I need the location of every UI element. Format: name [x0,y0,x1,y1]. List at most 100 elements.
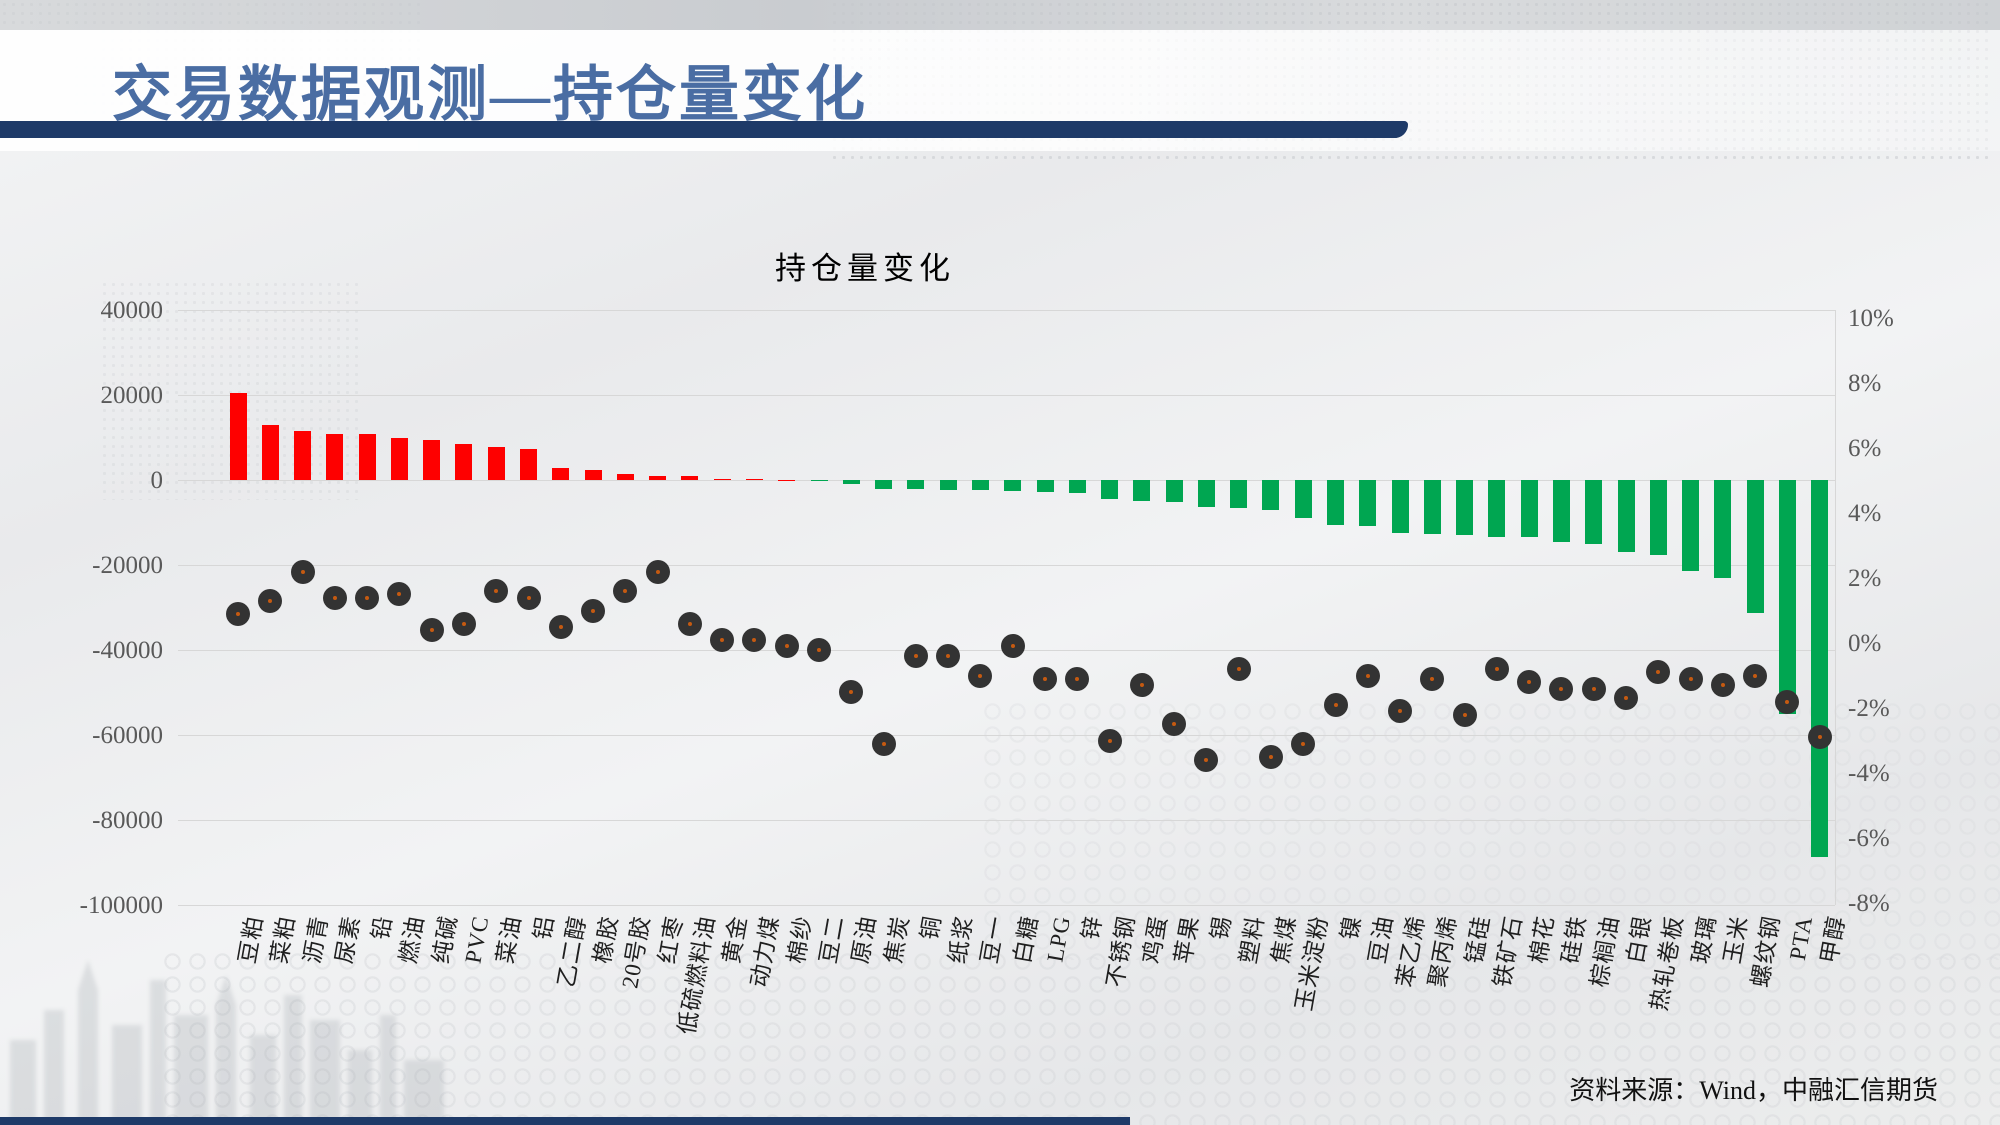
scatter-dot-螺纹钢 [1743,663,1768,688]
scatter-dot-乙二醇 [548,614,573,639]
bar-鸡蛋 [1133,480,1151,501]
bar-铁矿石 [1488,480,1506,538]
scatter-dot-豆油 [1355,663,1380,688]
bar-豆二 [810,480,828,481]
bar-不锈钢 [1101,480,1119,500]
scatter-dot-热轧卷板 [1646,660,1671,685]
x-axis-label-硅铁: 硅铁 [1558,913,1592,966]
y-axis-label-right: 8% [1848,370,1882,397]
scatter-dot-原油 [839,679,864,704]
x-axis-label-红枣: 红枣 [654,913,688,966]
bar-焦炭 [875,480,893,489]
bar-镍 [1327,480,1345,526]
background-bottom-strip [0,1117,1130,1125]
x-axis-label-豆二: 豆二 [815,913,849,966]
bar-锰硅 [1456,480,1474,535]
bar-硅铁 [1552,480,1570,542]
bar-低硫燃料油 [681,475,699,480]
x-axis-label-原油: 原油 [847,913,881,966]
y-axis-label-right: 2% [1848,565,1882,592]
y-axis-label-left: -100000 [79,892,163,919]
scatter-dot-棉花 [1517,670,1542,694]
y-axis-label-right: 4% [1848,500,1882,527]
scatter-dot-红枣 [645,559,670,584]
scatter-dot-LPG [1033,666,1057,691]
scatter-dot-锰硅 [1452,702,1477,727]
bar-豆油 [1359,480,1377,526]
scatter-dot-棉纱 [774,634,799,659]
x-axis-label-锡: 锡 [1207,913,1237,942]
scatter-dot-焦煤 [1258,744,1283,769]
city-skyline-silhouette [10,960,444,1125]
y-axis-label-right: 6% [1848,435,1882,462]
y-axis-label-left: -40000 [92,637,163,664]
scatter-dot-玉米淀粉 [1291,731,1316,756]
x-axis-label-焦煤: 焦煤 [1267,913,1301,966]
x-axis-label-聚丙烯: 聚丙烯 [1424,913,1462,990]
bar-铅 [358,434,376,480]
x-axis-label-棕榈油: 棕榈油 [1586,913,1624,990]
scatter-dot-棕榈油 [1581,676,1606,701]
x-axis-label-橡胶: 橡胶 [589,913,623,966]
scatter-dot-沥青 [290,559,315,584]
scatter-dot-20号胶 [613,579,638,603]
x-axis-label-塑料: 塑料 [1235,913,1269,966]
bar-热轧卷板 [1649,480,1667,555]
x-axis-label-动力煤: 动力煤 [746,913,785,990]
scatter-dot-菜油 [484,579,509,603]
bar-尿素 [326,434,344,480]
bar-锌 [1068,480,1086,493]
bar-纯碱 [423,440,441,480]
bar-铜 [907,480,925,490]
x-axis-label-螺纹钢: 螺纹钢 [1747,913,1785,990]
scatter-dot-硅铁 [1549,676,1574,701]
scatter-dot-尿素 [322,585,347,610]
x-axis-label-菜油: 菜油 [492,913,526,966]
x-axis-label-黄金: 黄金 [718,913,752,966]
y-axis-label-left: -20000 [92,552,163,579]
gridline [178,735,1835,736]
scatter-dot-菜粕 [258,588,283,613]
scatter-dot-豆粕 [226,601,250,626]
scatter-dot-燃油 [387,582,412,607]
scatter-dot-豆二 [807,637,832,662]
y-axis-label-right: 0% [1848,630,1882,657]
scatter-dot-鸡蛋 [1129,673,1154,698]
bar-菜粕 [261,425,279,480]
scatter-dot-白糖 [1000,634,1025,659]
bar-20号胶 [616,474,634,480]
bar-豆一 [971,480,989,490]
scatter-dot-铝 [516,585,541,610]
x-axis-label-苯乙烯: 苯乙烯 [1392,913,1430,990]
bar-白糖 [1004,480,1022,492]
bar-黄金 [713,478,731,480]
bar-螺纹钢 [1746,480,1764,613]
gridline [178,820,1835,821]
bar-橡胶 [584,469,602,480]
bar-塑料 [1230,480,1248,508]
scatter-dot-黄金 [710,627,735,652]
bar-PVC [455,443,473,480]
bar-聚丙烯 [1423,480,1441,534]
y-axis-label-right: -4% [1848,760,1890,787]
bar-棉花 [1520,480,1538,538]
scatter-dot-焦炭 [871,731,896,756]
x-axis-label-豆油: 豆油 [1364,913,1398,966]
y-axis-label-right: -2% [1848,695,1890,722]
gridline [178,565,1835,566]
y-axis-label-right: -8% [1848,890,1890,917]
title-underline-bar [0,121,1408,138]
scatter-dot-镍 [1323,692,1348,717]
y-axis-label-left: 40000 [100,297,164,324]
bar-沥青 [294,431,312,480]
background-top-strip [0,0,2000,30]
bar-乙二醇 [552,467,570,480]
x-axis-label-玻璃: 玻璃 [1687,913,1721,966]
x-axis-label-焦炭: 焦炭 [880,913,914,966]
gridline [178,905,1835,906]
bar-豆粕 [229,393,247,480]
x-axis-label-白糖: 白糖 [1009,913,1043,966]
x-axis-label-铝: 铝 [529,913,559,942]
bar-红枣 [649,475,667,480]
x-axis-label-苹果: 苹果 [1170,913,1204,966]
